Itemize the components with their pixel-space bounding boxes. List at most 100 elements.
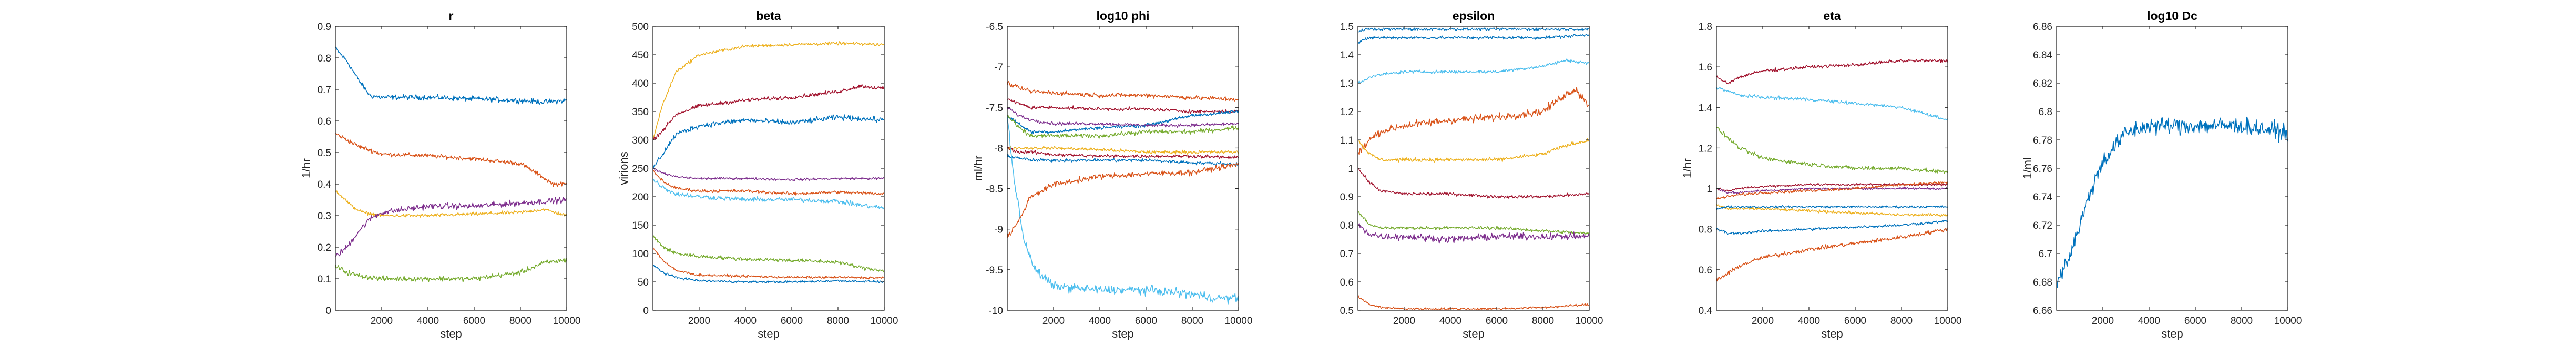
chart-title: log10 Dc [2147,9,2197,23]
x-tick-label: 6000 [781,316,803,327]
y-tick-label: 0.5 [1340,306,1354,317]
x-tick-label: 4000 [734,316,757,327]
axes-box [2056,26,2288,311]
y-tick-label: 6.86 [2033,22,2052,33]
series-group [1007,81,1239,305]
series-line-7 [1358,210,1589,235]
x-axis-label: step [758,327,780,340]
y-tick-label: 0.6 [1699,265,1712,276]
series-line-6 [1716,181,1948,199]
series-line-9 [1716,219,1948,235]
y-tick-label: -7 [994,62,1003,73]
series-line-9 [1007,163,1239,239]
x-tick-label: 2000 [688,316,710,327]
x-tick-label: 8000 [2231,316,2253,327]
x-axis-label: step [1463,327,1485,340]
x-tick-label: 2000 [371,316,393,327]
series-group [335,46,567,282]
series-line-6 [1358,167,1589,199]
y-tick-label: 50 [638,277,649,288]
y-tick-label: 1.1 [1340,135,1354,146]
y-tick-label: 6.66 [2033,306,2052,317]
y-tick-label: 1 [1706,184,1712,195]
y-tick-label: 0.7 [1340,249,1354,260]
y-tick-label: 6.7 [2039,249,2052,260]
chart-title: log10 phi [1097,9,1150,23]
y-tick-label: 0 [643,306,649,317]
y-tick-label: -10 [989,306,1003,317]
x-tick-label: 4000 [1089,316,1111,327]
y-tick-label: 150 [632,220,649,231]
y-tick-label: 6.84 [2033,50,2052,61]
series-line-4 [335,197,567,257]
series-line-3 [653,114,884,169]
series-line-1 [1716,58,1948,85]
y-tick-label: 350 [632,107,649,118]
y-axis-label: ml/hr [972,156,985,181]
y-tick-label: 6.82 [2033,78,2052,89]
chart-panel-3: 2000 4000 6000 8000 10000 -10 -9.5 -9 -8.5 -8 -7.5… [972,9,1252,340]
y-tick-label: 0.9 [318,22,331,33]
y-tick-label: -7.5 [986,103,1003,114]
series-line-8 [1007,154,1239,166]
series-line-5 [1007,114,1239,139]
y-tick-label: 0.2 [318,242,331,253]
chart-title: r [449,9,454,23]
series-line-1 [1358,27,1589,33]
x-tick-label: 8000 [509,316,531,327]
y-tick-label: 1.2 [1699,143,1712,154]
x-tick-label: 6000 [2184,316,2206,327]
y-tick-label: 0.3 [318,211,331,222]
chart-panel-4: 2000 4000 6000 8000 10000 0.5 0.6 0.7 0.8 0.9 1 1.1… [1340,9,1603,340]
series-line-7 [1716,204,1948,217]
y-axis-label: 1/hr [300,158,313,178]
y-tick-label: -8.5 [986,184,1003,195]
y-tick-label: 400 [632,78,649,89]
y-tick-label: 1.4 [1699,103,1713,114]
series-line-2 [1716,87,1948,120]
series-line-4 [1716,182,1948,192]
axes-box [335,26,567,311]
x-tick-label: 10000 [2274,316,2302,327]
y-tick-label: 1.6 [1699,62,1712,73]
y-tick-label: 6.72 [2033,220,2052,231]
series-line-2 [1358,34,1589,44]
y-tick-label: 200 [632,192,649,203]
axes-box [1357,26,1590,311]
x-axis-label: step [2161,327,2183,340]
y-tick-label: 0.6 [318,116,331,127]
y-tick-label: -9.5 [986,265,1003,276]
y-tick-label: 1.3 [1340,78,1354,89]
axes-box [652,26,885,311]
series-line-7 [653,235,884,273]
x-tick-label: 2000 [1752,316,1774,327]
chart-panel-6: 2000 4000 6000 8000 10000 6.66 6.68 6.7 6.72 6.74… [2021,9,2302,340]
x-tick-label: 8000 [1532,316,1554,327]
y-tick-label: -6.5 [986,22,1003,33]
series-line-2 [653,84,884,140]
series-line-3 [1716,127,1948,174]
series-group [1716,58,1948,282]
series-line-1 [1007,81,1239,102]
x-tick-label: 4000 [1439,316,1461,327]
y-axis-label: virions [617,151,630,185]
x-tick-label: 4000 [417,316,439,327]
series-line-6 [653,179,884,210]
series-line-10 [1716,227,1948,282]
y-tick-label: 0.7 [318,85,331,96]
x-tick-label: 6000 [1844,316,1866,327]
y-tick-label: 0.4 [1699,306,1713,317]
chart-panel-5: 2000 4000 6000 8000 10000 0.4 0.6 0.8 1 1.2 1.4 1.6… [1681,9,1961,340]
series-line-2 [335,133,567,187]
y-tick-label: 1.8 [1699,22,1712,33]
y-tick-label: 6.8 [2039,107,2052,118]
y-tick-label: 250 [632,164,649,175]
series-line-4 [1358,87,1589,156]
y-tick-label: 6.74 [2033,192,2052,203]
series-line-3 [1358,58,1589,85]
series-line-1 [653,41,884,140]
y-axis-label: 1/ml [2021,157,2034,179]
x-tick-label: 10000 [1934,316,1962,327]
x-axis-label: step [1112,327,1134,340]
